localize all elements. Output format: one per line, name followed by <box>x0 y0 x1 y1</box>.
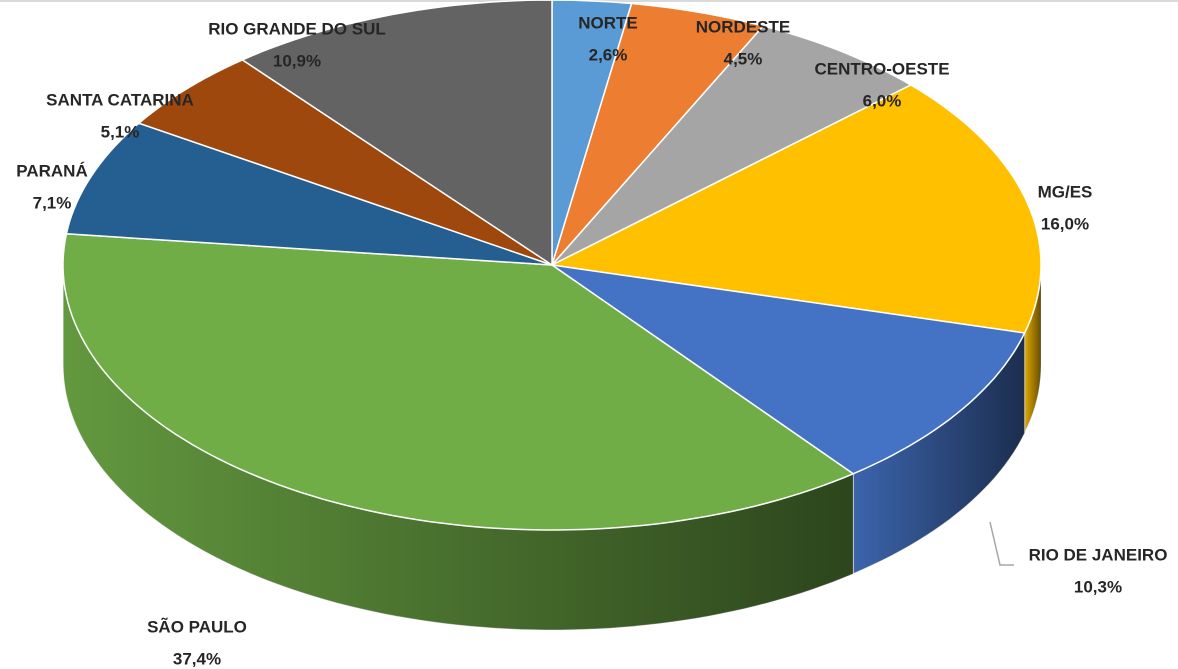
slice-label: CENTRO-OESTE <box>814 59 949 78</box>
slice <box>549 84 1042 334</box>
slice <box>62 233 855 531</box>
slice-label: NORDESTE <box>696 17 790 36</box>
slice <box>137 59 553 266</box>
slice-side-shade <box>853 333 1025 574</box>
value-label: 4,5% <box>724 49 763 68</box>
slice-side-shade <box>1024 265 1041 433</box>
slice-label: SANTA CATARINA <box>46 90 194 109</box>
value-label: 5,1% <box>101 122 140 141</box>
slice <box>551 25 913 266</box>
value-label: 10,3% <box>1074 577 1122 596</box>
slice-label: NORTE <box>578 13 638 32</box>
value-label: 6,0% <box>863 91 902 110</box>
slice-label: SÃO PAULO <box>147 616 247 636</box>
slice <box>551 2 765 266</box>
slice-label: MG/ES <box>1038 182 1093 201</box>
slice-label: RIO DE JANEIRO <box>1029 545 1168 564</box>
value-label: 10,9% <box>273 51 321 70</box>
value-label: 2,6% <box>589 45 628 64</box>
slice <box>65 122 553 266</box>
value-label: 7,1% <box>33 193 72 212</box>
slice-label: PARANÁ <box>16 161 87 180</box>
value-label: 37,4% <box>173 649 221 668</box>
slice <box>240 0 553 267</box>
value-label: 16,0% <box>1041 214 1089 233</box>
leader-line <box>989 521 1014 566</box>
slice-label: RIO GRANDE DO SUL <box>208 19 386 38</box>
slice-side-shade <box>63 265 854 630</box>
slice <box>551 264 1026 475</box>
